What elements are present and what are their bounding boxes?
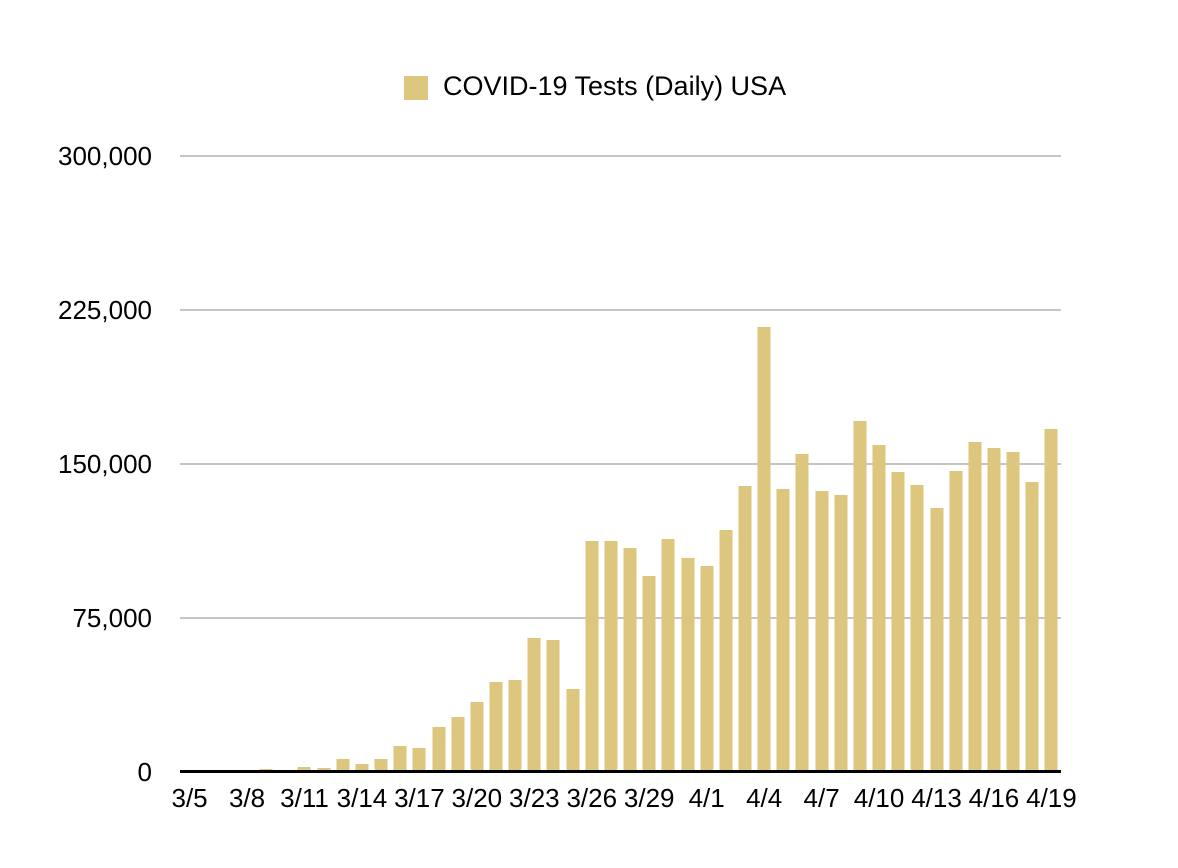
bar-3/27 — [604, 540, 618, 772]
bar-4/7 — [815, 490, 829, 772]
x-axis-label-3/11: 3/11 — [280, 783, 329, 813]
y-axis-label: 0 — [137, 757, 152, 787]
bar-3/29 — [642, 576, 656, 772]
bar-3/18 — [432, 727, 446, 772]
bar-3/31 — [681, 558, 695, 772]
bar-4/1 — [700, 565, 714, 772]
x-axis-label-3/14: 3/14 — [336, 783, 388, 813]
bar-3/26 — [585, 541, 599, 772]
x-axis-label-4/1: 4/1 — [688, 783, 725, 813]
bar-4/2 — [719, 530, 733, 772]
x-axis-label-4/19: 4/19 — [1026, 783, 1077, 813]
bar-4/14 — [949, 471, 963, 772]
bar-3/19 — [451, 716, 465, 772]
y-axis-labels: 0 75,000 150,000 225,000 300,000 — [0, 143, 152, 785]
bar-4/5 — [776, 488, 790, 772]
bar-3/28 — [623, 548, 637, 772]
bar-3/17 — [412, 748, 426, 772]
chart-legend: COVID-19 Tests (Daily) USA — [404, 71, 786, 101]
bar-3/14 — [355, 764, 369, 772]
x-axis-label-3/29: 3/29 — [623, 783, 675, 813]
x-axis-label-4/10: 4/10 — [853, 783, 905, 813]
y-axis-label: 225,000 — [58, 295, 152, 325]
bar-3/12 — [317, 767, 331, 772]
bar-4/9 — [853, 421, 867, 772]
bar-4/15 — [968, 442, 982, 772]
bar-3/23 — [527, 637, 541, 772]
x-axis-label-3/17: 3/17 — [394, 783, 445, 813]
bar-4/13 — [930, 508, 943, 772]
chart-title: COVID-19 Tests (Daily) USA — [443, 71, 787, 101]
bar-3/16 — [393, 745, 407, 772]
bar-3/22 — [508, 679, 522, 772]
bar-4/4 — [757, 327, 771, 772]
bar-3/20 — [470, 701, 484, 772]
gridline-150,000 — [180, 463, 1061, 465]
bar-4/3 — [738, 486, 752, 772]
x-axis-label-3/20: 3/20 — [451, 783, 503, 813]
y-axis-label: 300,000 — [58, 141, 152, 171]
legend-swatch-icon — [404, 76, 428, 100]
x-axis-label-4/4: 4/4 — [746, 783, 783, 813]
plot-area — [180, 155, 1061, 773]
gridline-225,000 — [180, 309, 1061, 311]
x-axis-label-3/23: 3/23 — [509, 783, 560, 813]
bar-4/16 — [987, 447, 1001, 772]
x-axis-label-4/7: 4/7 — [803, 783, 840, 813]
bar-4/6 — [795, 453, 809, 772]
gridline-300,000 — [180, 155, 1061, 157]
bar-4/12 — [910, 484, 924, 772]
bar-3/13 — [336, 759, 350, 772]
bar-4/17 — [1006, 451, 1020, 772]
x-axis-label-3/26: 3/26 — [566, 783, 618, 813]
bar-3/25 — [566, 688, 580, 772]
bar-3/11 — [297, 766, 311, 772]
bar-4/19 — [1044, 428, 1058, 772]
x-axis-line — [180, 770, 1061, 773]
x-axis-label-4/13: 4/13 — [911, 783, 962, 813]
bar-3/30 — [661, 539, 675, 772]
bar-3/24 — [546, 639, 560, 772]
x-axis-label-3/8: 3/8 — [228, 783, 266, 813]
y-axis-label: 75,000 — [72, 603, 152, 633]
x-axis-labels: 3/5 3/8 3/11 3/14 3/17 3/20 3/23 3/26 3/29 4/1 4/4… — [171, 783, 1076, 816]
bar-3/21 — [489, 682, 503, 772]
y-axis-label: 150,000 — [58, 449, 152, 479]
bar-4/11 — [891, 472, 905, 772]
bar-4/8 — [834, 494, 848, 772]
x-axis-label-3/5: 3/5 — [171, 783, 208, 813]
bar-4/10 — [872, 445, 886, 772]
bar-3/15 — [374, 758, 388, 772]
gridline-75,000 — [180, 617, 1061, 619]
bar-4/18 — [1025, 482, 1039, 772]
x-axis-label-4/16: 4/16 — [968, 783, 1020, 813]
